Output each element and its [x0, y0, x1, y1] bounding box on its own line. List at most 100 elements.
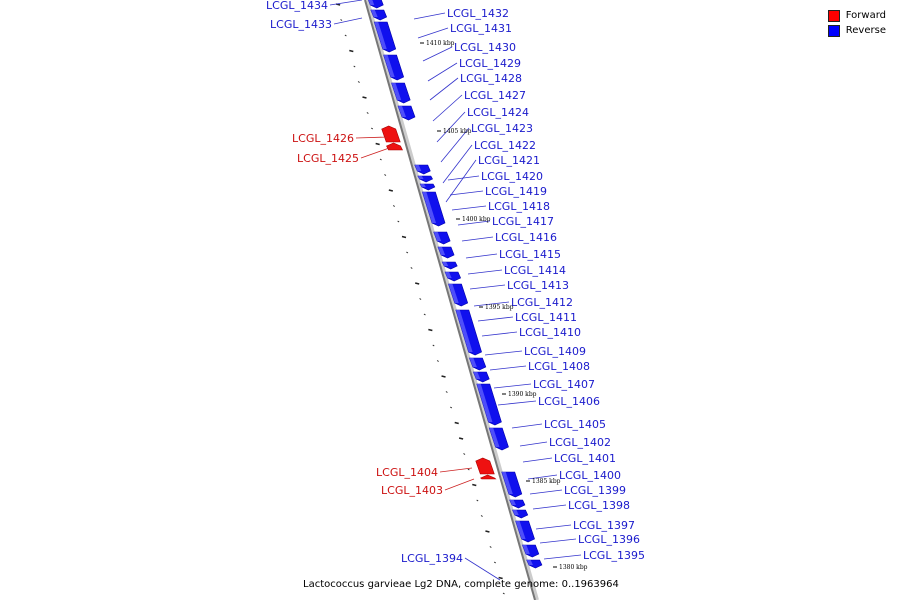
- gene-label-reverse: LCGL_1421: [478, 154, 540, 167]
- leader-line: [444, 478, 475, 491]
- leader-line: [519, 441, 548, 447]
- gene-label-forward: LCGL_1425: [297, 152, 359, 165]
- leader-line: [477, 316, 514, 322]
- tick-mark: [485, 530, 490, 533]
- scale-label: 1380 kbp: [559, 564, 588, 571]
- gene-label-reverse: LCGL_1431: [450, 22, 512, 35]
- gene-label-reverse: LCGL_1405: [544, 418, 606, 431]
- leader-line: [445, 159, 477, 203]
- leader-line: [543, 554, 582, 560]
- tick-mark: [419, 298, 422, 300]
- tick-mark: [375, 142, 380, 146]
- gene-label-reverse: LCGL_1400: [559, 469, 621, 482]
- gene-label-reverse: LCGL_1420: [481, 170, 543, 183]
- gene-label-reverse: LCGL_1401: [554, 452, 616, 465]
- leader-line: [429, 77, 459, 101]
- legend-item-forward: Forward: [827, 8, 886, 23]
- block-highlight: [398, 106, 406, 117]
- block-highlight: [509, 500, 516, 505]
- gene-label-forward: LCGL_1426: [292, 132, 354, 145]
- gene-label-reverse: LCGL_1423: [471, 122, 533, 135]
- tick-mark: [406, 251, 409, 254]
- leader-line: [360, 146, 393, 159]
- leader-line: [464, 557, 501, 581]
- leader-line: [473, 301, 510, 307]
- tick-mark: [472, 483, 477, 487]
- gene-label-reverse: LCGL_1412: [511, 296, 573, 309]
- leader-line: [422, 46, 453, 62]
- leader-line: [497, 400, 537, 406]
- gene-label-forward: LCGL_1403: [381, 484, 443, 497]
- block-highlight: [489, 428, 500, 447]
- tick-mark: [458, 437, 464, 440]
- gene-label-reverse: LCGL_1434: [266, 0, 328, 12]
- block-highlight: [501, 472, 513, 494]
- block-highlight: [422, 192, 437, 223]
- tick-mark: [401, 235, 407, 239]
- gene-label-reverse: LCGL_1409: [524, 345, 586, 358]
- gene-label-reverse: LCGL_1408: [528, 360, 590, 373]
- gene-label-reverse: LCGL_1430: [454, 41, 516, 54]
- tick-mark: [340, 19, 343, 21]
- leader-line: [451, 205, 487, 211]
- tick-mark: [410, 267, 413, 269]
- leader-line: [427, 62, 458, 82]
- scale-label: 1410 kbp: [426, 40, 455, 47]
- block-highlight: [420, 184, 426, 187]
- block-highlight: [473, 372, 481, 379]
- gene-label-reverse: LCGL_1396: [578, 533, 640, 546]
- tick-mark: [370, 127, 374, 130]
- tick-mark: [476, 499, 479, 502]
- block-highlight: [383, 55, 395, 77]
- tick-mark: [397, 220, 400, 223]
- block-highlight: [512, 510, 519, 515]
- tick-mark: [467, 468, 470, 471]
- leader-line: [532, 504, 567, 510]
- gene-label-reverse: LCGL_1410: [519, 326, 581, 339]
- tick-mark: [353, 65, 356, 68]
- gene-label-reverse: LCGL_1433: [270, 18, 332, 31]
- leader-line: [489, 365, 527, 371]
- forward-swatch: [827, 9, 840, 22]
- gene-label-reverse: LCGL_1398: [568, 499, 630, 512]
- tick-mark: [436, 360, 439, 362]
- block-highlight: [522, 545, 530, 554]
- tick-mark: [423, 313, 426, 316]
- gene-label-reverse: LCGL_1422: [474, 139, 536, 152]
- tick-mark: [450, 406, 453, 409]
- block-highlight: [476, 384, 493, 422]
- gene-label-reverse: LCGL_1402: [549, 436, 611, 449]
- label-leader-lines: [329, 0, 582, 581]
- block-highlight: [469, 358, 477, 367]
- tick-mark: [357, 81, 360, 83]
- leader-line: [461, 236, 494, 242]
- leader-line: [329, 0, 363, 6]
- tick-mark: [493, 561, 497, 564]
- gene-label-reverse: LCGL_1414: [504, 264, 566, 277]
- gene-label-reverse: LCGL_1399: [564, 484, 626, 497]
- gene-label-reverse: LCGL_1406: [538, 395, 600, 408]
- tick-mark: [392, 205, 396, 207]
- block-highlight: [437, 247, 446, 255]
- leader-line: [467, 269, 503, 275]
- scale-labels: 1410 kbp 1405 kbp 1400 kbp 1395 kbp 1390 kbp…: [420, 40, 588, 571]
- leader-line: [511, 423, 543, 429]
- gene-label-reverse: LCGL_1397: [573, 519, 635, 532]
- gene-label-reverse: LCGL_1419: [485, 185, 547, 198]
- block-highlight: [526, 560, 533, 565]
- gene-label-reverse: LCGL_1395: [583, 549, 645, 562]
- gene-label-reverse: LCGL_1416: [495, 231, 557, 244]
- gene-label-reverse: LCGL_1415: [499, 248, 561, 261]
- block-highlight: [445, 272, 452, 278]
- block-highlight: [414, 165, 422, 171]
- tick-mark: [454, 421, 459, 425]
- tick-mark: [428, 328, 433, 332]
- tick-mark: [432, 344, 435, 347]
- gene-label-reverse: LCGL_1394: [401, 552, 463, 565]
- leader-line: [535, 524, 572, 530]
- leader-line: [449, 190, 484, 196]
- tick-mark: [349, 49, 354, 53]
- forward-gene-block: [386, 142, 403, 151]
- tick-mark: [388, 189, 394, 192]
